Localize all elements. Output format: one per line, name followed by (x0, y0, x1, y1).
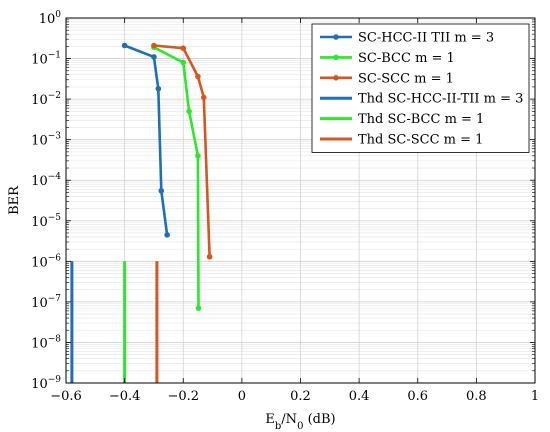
y-axis-label: BER (7, 185, 22, 215)
x-label-slash: /N (281, 412, 297, 427)
data-point (195, 153, 201, 159)
data-point (151, 42, 157, 49)
y-tick-exponent: 0 (55, 10, 61, 20)
y-tick-exponent: −9 (48, 375, 62, 385)
x-tick-label: 0 (238, 389, 246, 404)
data-point (121, 42, 128, 49)
x-tick-label: 0.4 (349, 389, 370, 404)
y-tick-exponent: −8 (48, 334, 62, 344)
y-tick-exponent: −7 (48, 294, 62, 304)
legend-swatch-marker (333, 75, 339, 81)
y-tick-base: 10 (31, 174, 48, 189)
series-layer (70, 42, 213, 383)
legend-swatch-marker (333, 54, 339, 61)
y-tick-exponent: −3 (48, 132, 62, 142)
y-tick-exponent: −1 (48, 51, 61, 61)
x-label-zero: 0 (297, 421, 303, 432)
y-tick-label: 10−9 (31, 375, 61, 392)
y-tick-exponent: −5 (48, 213, 62, 223)
data-point (158, 187, 165, 194)
y-tick-label: 10−2 (31, 91, 61, 108)
data-point (206, 253, 213, 260)
x-label-b: b (275, 421, 281, 432)
y-tick-base: 10 (31, 215, 48, 230)
y-tick-label: 10−8 (31, 334, 61, 351)
x-tick-label: 1 (531, 389, 539, 404)
y-tick-base: 10 (31, 93, 48, 108)
y-tick-base: 10 (31, 53, 48, 68)
x-tick-label: 0.2 (290, 389, 311, 404)
data-point (195, 305, 202, 311)
series-curve (121, 42, 170, 238)
legend-entry-label: SC-HCC-II TII m = 3 (358, 31, 494, 46)
y-tick-exponent: −6 (48, 253, 62, 263)
x-axis-ticks: −0.6 −0.4 −0.2 0 0.2 0.4 0.6 0.8 1 (50, 18, 539, 404)
legend-swatch-marker (333, 34, 339, 40)
y-tick-label: 10−6 (31, 253, 61, 270)
y-tick-base: 10 (31, 296, 48, 311)
x-tick-label: 0.8 (466, 389, 487, 404)
y-tick-label: 100 (39, 10, 62, 27)
y-tick-exponent: −4 (48, 172, 62, 182)
x-tick-label: 0.6 (407, 389, 428, 404)
data-point (200, 94, 207, 101)
data-point (180, 59, 187, 66)
legend-entry-label: SC-SCC m = 1 (358, 71, 454, 86)
x-label-e: E (265, 412, 275, 427)
y-tick-label: 10−1 (31, 51, 61, 68)
y-tick-base: 10 (39, 12, 56, 27)
series-curve (151, 42, 213, 260)
y-tick-label: 10−3 (31, 132, 61, 149)
series-curve (151, 44, 202, 311)
y-tick-base: 10 (31, 255, 48, 270)
y-tick-label: 10−5 (31, 213, 61, 230)
data-point (195, 73, 201, 80)
legend: SC-HCC-II TII m = 3 SC-BCC m = 1 SC-SCC m … (311, 23, 530, 153)
legend-entry-label: Thd SC-BCC m = 1 (358, 112, 484, 127)
y-tick-base: 10 (31, 377, 48, 392)
y-tick-base: 10 (31, 336, 48, 351)
legend-box (311, 23, 530, 153)
legend-entry-label: Thd SC-HCC-II-TII m = 3 (358, 92, 523, 107)
legend-entry-label: SC-BCC m = 1 (358, 51, 455, 66)
y-tick-exponent: −2 (48, 91, 61, 101)
y-tick-label: 10−7 (31, 294, 61, 311)
x-axis-label: Eb/N0 (dB) (265, 412, 335, 432)
y-tick-base: 10 (31, 134, 48, 149)
data-point (155, 85, 162, 92)
series-line (124, 44, 169, 235)
data-point (164, 232, 170, 238)
x-tick-label: −0.2 (167, 389, 199, 404)
data-point (151, 54, 157, 60)
series-line (153, 44, 211, 257)
x-tick-label: −0.4 (109, 389, 141, 404)
data-point (186, 108, 192, 115)
x-label-unit: (dB) (303, 412, 335, 427)
data-point (180, 45, 187, 52)
x-tick-label: −0.6 (50, 389, 82, 404)
legend-entry-label: Thd SC-SCC m = 1 (358, 133, 483, 148)
y-tick-label: 10−4 (31, 172, 61, 189)
